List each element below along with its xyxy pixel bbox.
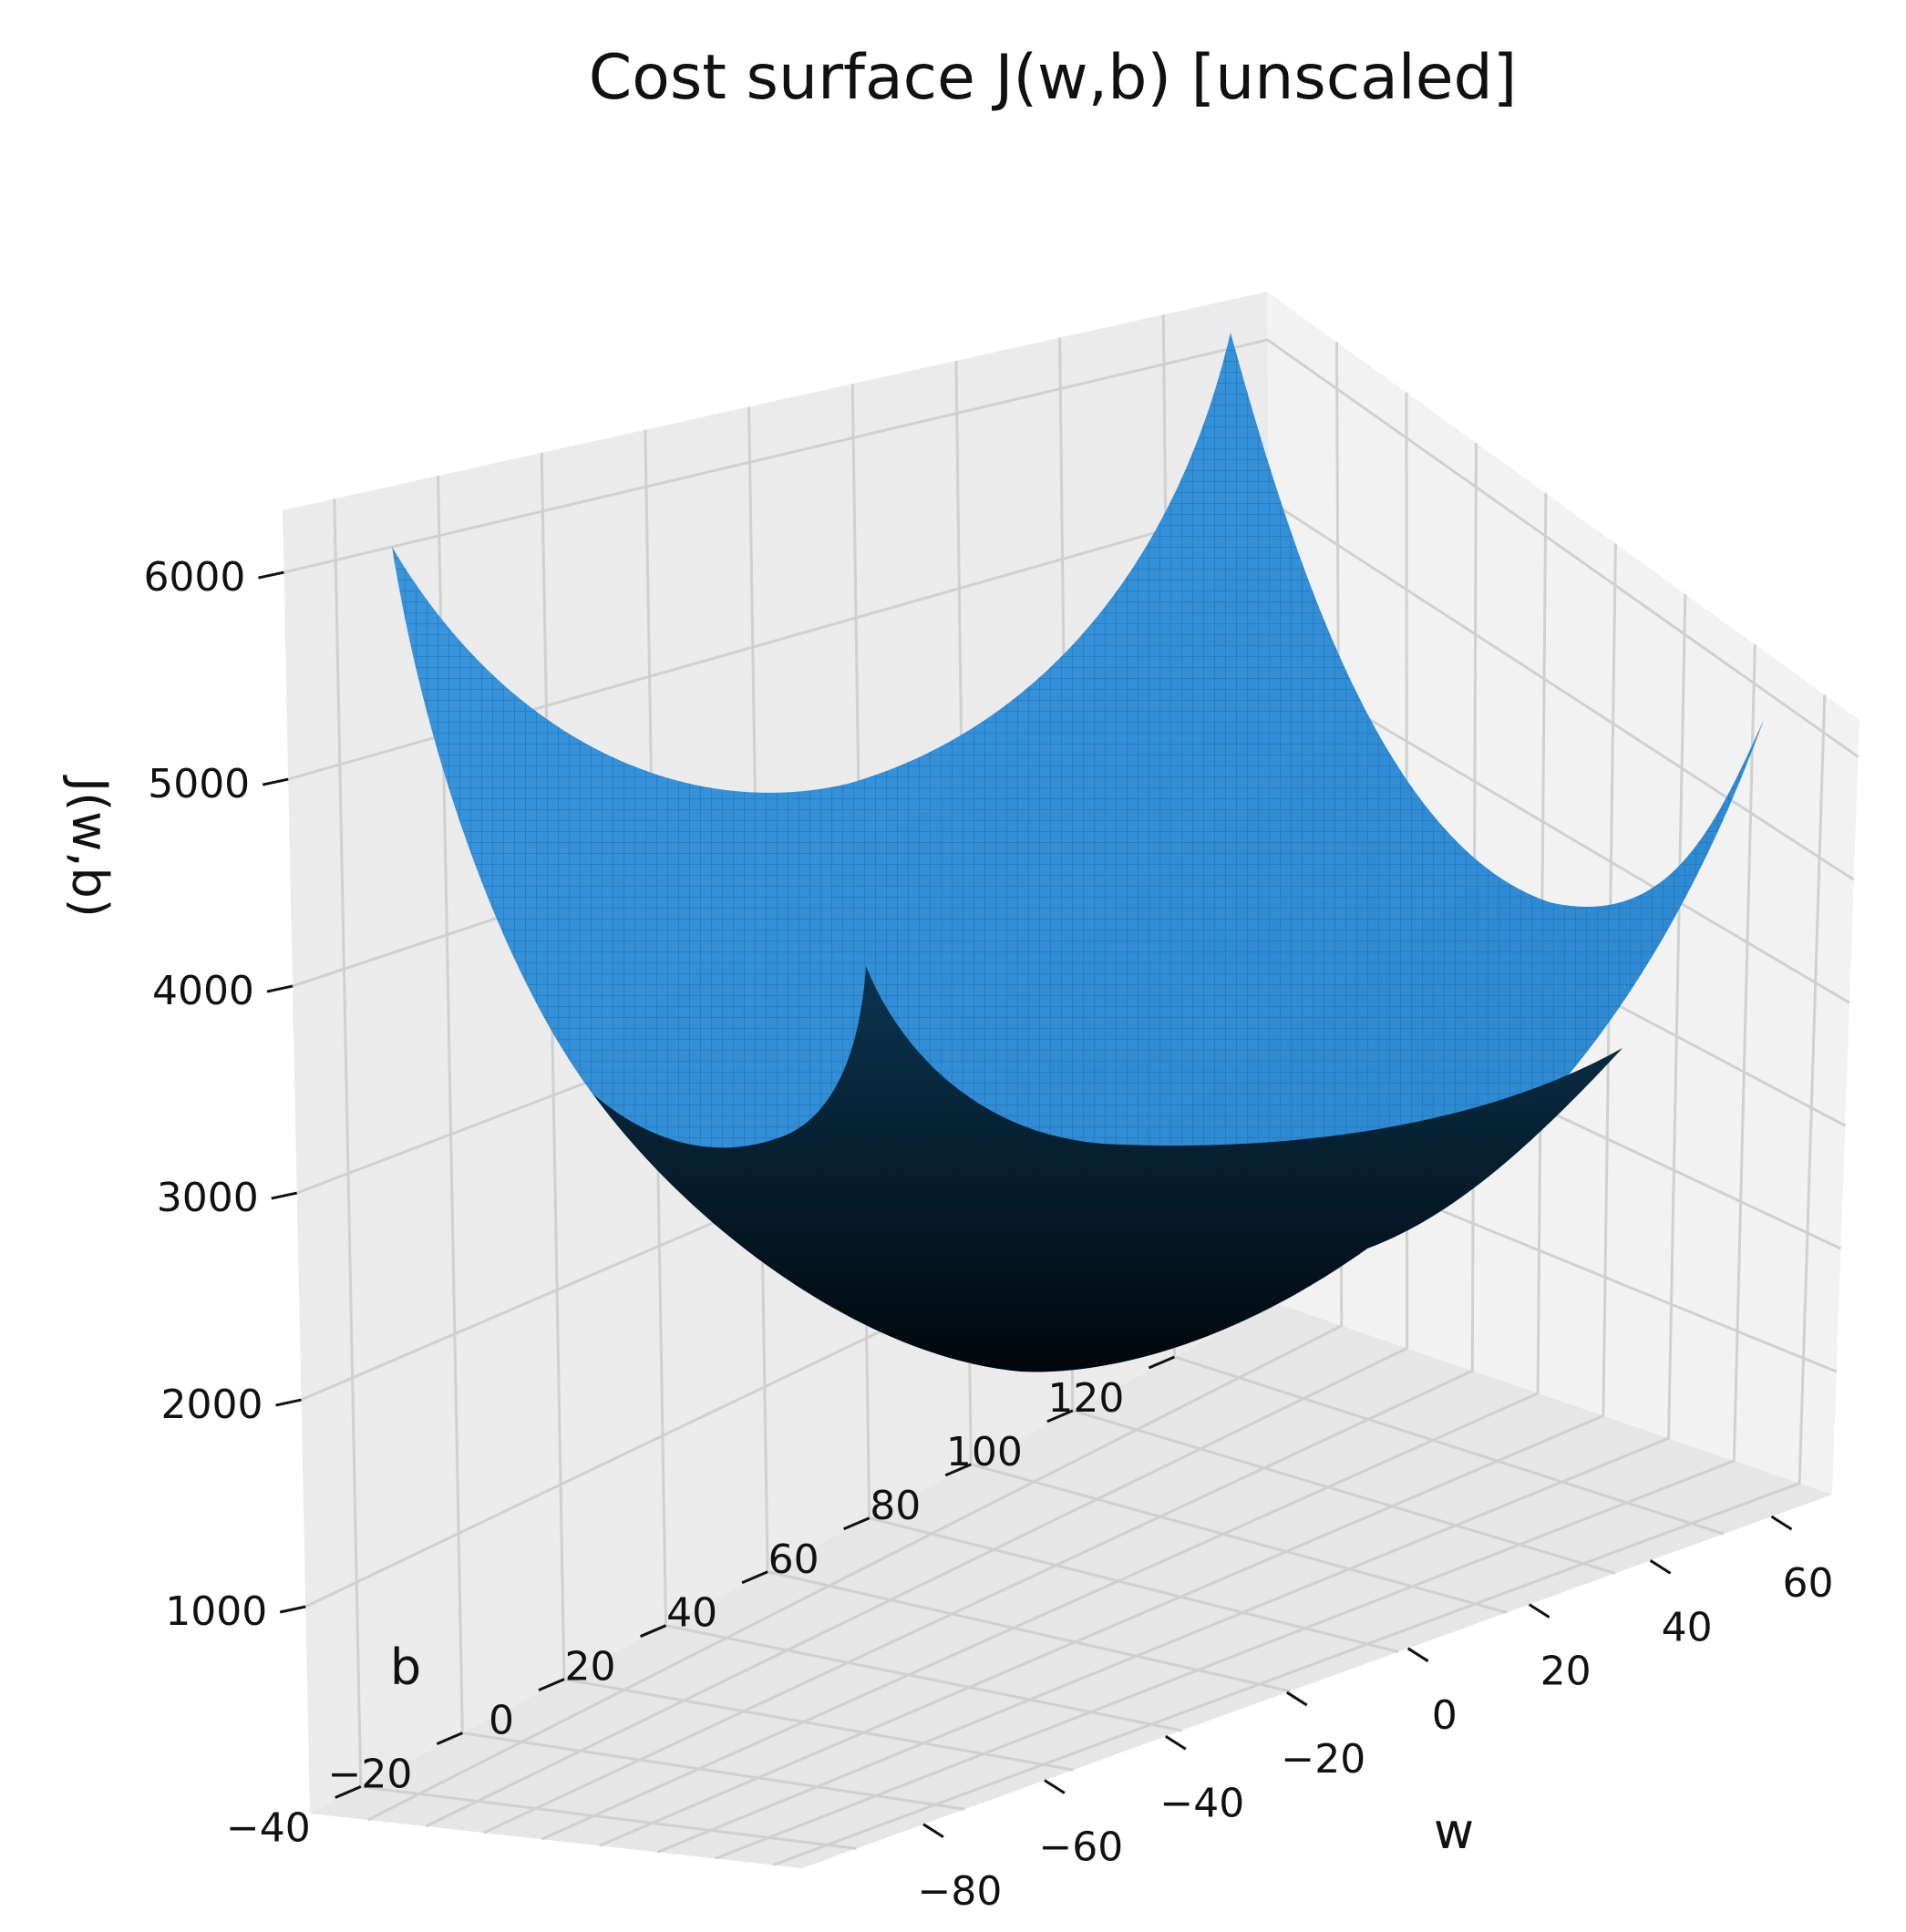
- y-axis-ticks: −40 −20 0 20 40 60 80 100 120: [226, 1355, 1176, 1852]
- z-axis-ticks: 1000 2000 3000 4000 5000 6000: [143, 554, 306, 1635]
- w-gridline-3: [541, 493, 1548, 1841]
- w-tick-mark-1: [1044, 1779, 1066, 1794]
- b-tick-mark-0: [335, 1785, 362, 1799]
- b-tick-mark-5: [843, 1516, 871, 1531]
- w-tick-mark-6: [1649, 1559, 1672, 1575]
- z-tick-mark-0: [279, 1605, 306, 1614]
- b-tick-mark-6: [944, 1463, 972, 1477]
- b-tick-label-8: 120: [1047, 1375, 1124, 1422]
- x-axis-label: w: [1434, 1803, 1474, 1860]
- w-gridline-2: [482, 442, 1478, 1834]
- b-tick-mark-1: [436, 1732, 463, 1745]
- surface-mesh: [392, 333, 1764, 1372]
- z-tick-label-4: 5000: [148, 761, 250, 807]
- b-tick-mark-4: [741, 1570, 768, 1585]
- b-tick-label-6: 80: [870, 1483, 921, 1529]
- w-gridline-1: [425, 392, 1409, 1828]
- b-tick-mark-8: [1148, 1355, 1176, 1370]
- z-tick-mark-5: [258, 570, 284, 580]
- b-tick-label-4: 40: [666, 1590, 717, 1637]
- w-tick-label-6: 40: [1662, 1604, 1713, 1650]
- w-gridline-6: [715, 644, 1757, 1860]
- w-tick-label-3: −20: [1281, 1736, 1365, 1783]
- w-tick-label-4: 0: [1432, 1692, 1458, 1739]
- w-tick-label-1: −60: [1038, 1824, 1123, 1871]
- b-tick-label-1: −20: [328, 1752, 413, 1798]
- z-tick-label-5: 6000: [143, 554, 245, 601]
- w-tick-mark-7: [1770, 1515, 1793, 1531]
- z-tick-mark-4: [262, 777, 289, 786]
- w-gridline-4: [599, 543, 1617, 1847]
- y-axis-label: b: [390, 1639, 421, 1696]
- w-tick-mark-5: [1528, 1603, 1551, 1619]
- b-tick-label-5: 60: [768, 1536, 819, 1583]
- b-tick-mark-3: [639, 1624, 667, 1639]
- z-axis-label: J(w,b): [61, 775, 118, 918]
- b-tick-label-7: 100: [946, 1429, 1023, 1475]
- w-tick-mark-4: [1406, 1647, 1429, 1663]
- w-gridline-7: [772, 694, 1827, 1866]
- w-tick-label-7: 60: [1783, 1560, 1834, 1607]
- b-tick-mark-2: [538, 1678, 565, 1692]
- b-tick-mark-7: [1046, 1409, 1074, 1423]
- surface: [392, 333, 1764, 1372]
- w-tick-label-5: 20: [1540, 1649, 1592, 1695]
- chart-title: Cost surface J(w,b) [unscaled]: [589, 42, 1517, 114]
- w-tick-label-2: −40: [1159, 1780, 1244, 1826]
- w-tick-mark-2: [1165, 1735, 1187, 1751]
- z-tick-label-0: 1000: [165, 1588, 267, 1635]
- z-tick-mark-1: [275, 1398, 302, 1407]
- z-tick-label-2: 3000: [157, 1175, 259, 1221]
- x-axis-ticks: −80 −60 −40 −20 0 20 40 60: [918, 1515, 1834, 1915]
- w-tick-mark-3: [1285, 1690, 1308, 1707]
- b-tick-label-3: 20: [565, 1644, 616, 1690]
- b-tick-label-0: −40: [226, 1805, 311, 1852]
- w-tick-label-0: −80: [918, 1868, 1003, 1915]
- w-tick-mark-0: [922, 1823, 944, 1839]
- surface-front-fold: [592, 966, 1623, 1372]
- z-gridline-5: [283, 338, 1860, 758]
- b-tick-label-2: 0: [489, 1698, 514, 1744]
- z-tick-mark-2: [271, 1191, 298, 1200]
- z-tick-label-3: 4000: [152, 968, 254, 1014]
- z-tick-label-1: 2000: [160, 1382, 263, 1428]
- z-tick-mark-3: [266, 984, 294, 993]
- floor-pane: [310, 1303, 1832, 1868]
